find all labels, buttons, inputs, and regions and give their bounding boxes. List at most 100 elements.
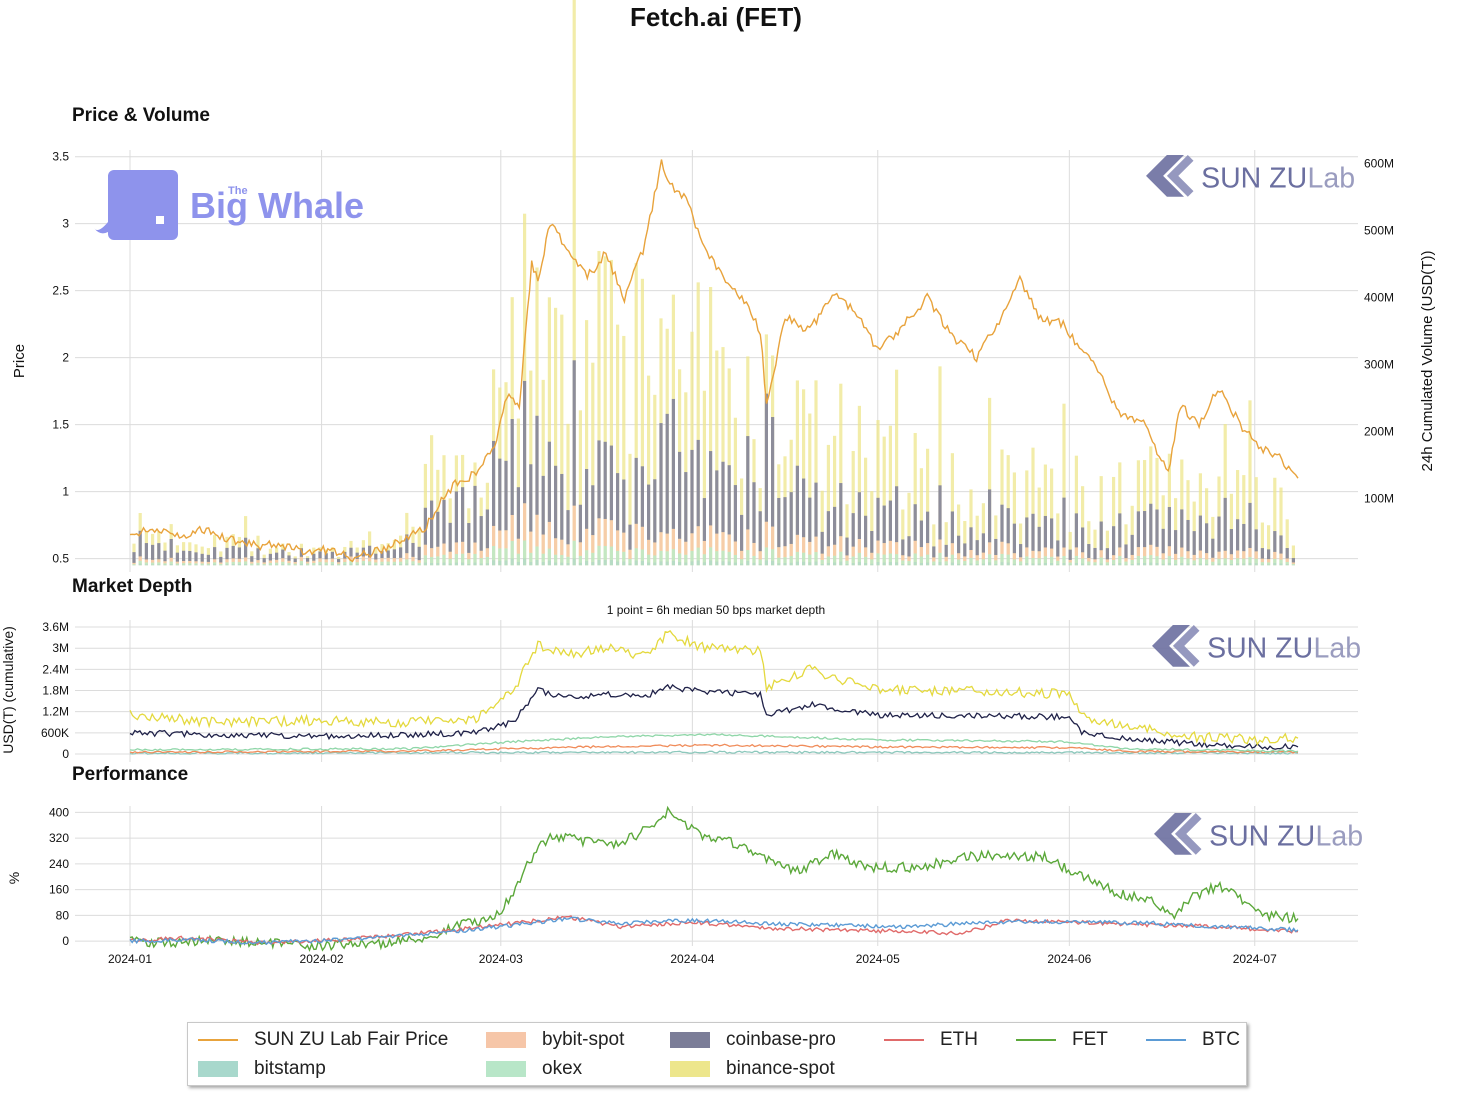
- volume-bar-binance: [616, 324, 620, 566]
- volume-bar-bybit-spot: [752, 542, 756, 556]
- volume-bar-okex: [1068, 562, 1072, 565]
- whale-tail: [94, 222, 108, 234]
- volume-bar-bybit-spot: [250, 561, 254, 564]
- volume-bar-bybit-spot: [1279, 553, 1283, 560]
- volume-bar-okex: [268, 562, 272, 565]
- volume-bar-bybit-spot: [1167, 546, 1171, 557]
- sunzu-mark-left: [1154, 813, 1192, 855]
- volume-bar-bitstamp: [764, 560, 768, 566]
- volume-bar-okex: [492, 546, 496, 561]
- volume-bar-bitstamp: [293, 564, 297, 566]
- volume-bar-coinbase-pro: [349, 547, 353, 557]
- volume-bar-okex: [467, 559, 471, 564]
- market-depth-panel: Market Depth 1 point = 6h median 50 bps m…: [0, 576, 1361, 762]
- y-tick-label: 80: [56, 908, 70, 922]
- volume-bar-coinbase-pro: [200, 553, 204, 562]
- volume-bar-bybit-spot: [616, 530, 620, 551]
- volume-bar-okex: [789, 556, 793, 563]
- sunzu-mark-left: [1152, 625, 1190, 667]
- volume-bar-okex: [312, 563, 316, 565]
- volume-bar-bitstamp: [1254, 563, 1258, 566]
- volume-bar-coinbase-pro: [504, 460, 508, 531]
- volume-bar-bitstamp: [355, 564, 359, 566]
- volume-bar-binance: [634, 262, 638, 566]
- volume-bar-bybit-spot: [1012, 553, 1016, 560]
- volume-bar-bybit-spot: [690, 533, 694, 551]
- volume-bar-bybit-spot: [572, 505, 576, 541]
- volume-bar-coinbase-pro: [1031, 513, 1035, 551]
- volume-bar-coinbase-pro: [436, 511, 440, 547]
- volume-bar-binance: [851, 450, 855, 566]
- volume-bar-okex: [516, 553, 520, 562]
- volume-bar-bybit-spot: [1130, 554, 1134, 560]
- volume-bar-coinbase-pro: [467, 523, 471, 553]
- price-volume-panel: Price & Volume Price 24h Cumulated Volume …: [11, 0, 1436, 572]
- bigwhale-wordmark: Big Whale: [190, 185, 364, 226]
- volume-bar-bybit-spot: [225, 559, 229, 563]
- volume-bar-bybit-spot: [547, 521, 551, 549]
- volume-bar-okex: [318, 561, 322, 564]
- volume-bar-binance: [1105, 530, 1109, 566]
- volume-bar-okex: [1198, 558, 1202, 564]
- volume-bar-okex: [163, 563, 167, 565]
- volume-bar-okex: [578, 555, 582, 563]
- volume-bar-coinbase-pro: [789, 492, 793, 544]
- volume-bar-bitstamp: [647, 562, 651, 566]
- legend-item: okex: [486, 1056, 582, 1082]
- volume-bar-coinbase-pro: [1248, 502, 1252, 548]
- volume-bar-coinbase-pro: [659, 423, 663, 533]
- volume-bar-okex: [386, 561, 390, 564]
- volume-bar-bitstamp: [1248, 562, 1252, 566]
- volume-bar-okex: [1031, 558, 1035, 564]
- volume-bar-okex: [938, 552, 942, 562]
- volume-bar-okex: [833, 555, 837, 563]
- volume-bar-bitstamp: [795, 561, 799, 566]
- volume-bar-okex: [665, 551, 669, 562]
- volume-bar-okex: [622, 551, 626, 562]
- volume-bar-bitstamp: [919, 562, 923, 566]
- volume-bar-bitstamp: [188, 564, 192, 566]
- volume-bar-bybit-spot: [200, 561, 204, 564]
- volume-bar-coinbase-pro: [1180, 509, 1184, 548]
- volume-bar-coinbase-pro: [182, 550, 186, 561]
- volume-bar-okex: [764, 547, 768, 561]
- volume-bar-okex: [157, 562, 161, 565]
- volume-bar-binance: [1267, 525, 1271, 566]
- volume-bar-binance: [833, 435, 837, 566]
- volume-bar-okex: [1186, 558, 1190, 564]
- volume-bar-coinbase-pro: [287, 555, 291, 561]
- volume-bar-coinbase-pro: [163, 550, 167, 562]
- y-tick-label: 2.4M: [42, 662, 69, 676]
- volume-bar-bybit-spot: [479, 550, 483, 559]
- y2-tick-label: 100M: [1364, 491, 1394, 505]
- volume-bar-bitstamp: [957, 563, 961, 566]
- volume-bar-coinbase-pro: [690, 449, 694, 534]
- volume-bar-bybit-spot: [919, 547, 923, 557]
- volume-bar-bitstamp: [715, 561, 719, 566]
- volume-bar-bitstamp: [157, 564, 161, 566]
- volume-bar-bitstamp: [907, 564, 911, 566]
- volume-bar-bybit-spot: [306, 561, 310, 564]
- volume-bar-bitstamp: [678, 561, 682, 566]
- volume-bar-coinbase-pro: [554, 465, 558, 539]
- volume-bar-coinbase-pro: [188, 550, 192, 561]
- volume-bar-okex: [820, 559, 824, 564]
- volume-bar-bybit-spot: [659, 532, 663, 551]
- volume-bar-coinbase-pro: [448, 522, 452, 552]
- volume-bar-bybit-spot: [1136, 547, 1140, 557]
- volume-bar-bybit-spot: [944, 556, 948, 562]
- volume-bar-bybit-spot: [715, 533, 719, 552]
- volume-bar-okex: [994, 560, 998, 564]
- volume-bar-coinbase-pro: [1174, 530, 1178, 554]
- volume-bar-coinbase-pro: [864, 515, 868, 548]
- legend-item: coinbase-pro: [670, 1027, 836, 1053]
- volume-bar-coinbase-pro: [1081, 527, 1085, 553]
- volume-bar-coinbase-pro: [870, 530, 874, 553]
- volume-bar-binance: [845, 504, 849, 566]
- volume-bar-bitstamp: [721, 561, 725, 566]
- volume-bar-bitstamp: [1229, 563, 1233, 566]
- volume-bar-binance: [1081, 486, 1085, 566]
- y-tick-label: 600K: [41, 726, 69, 740]
- volume-bar-binance: [702, 390, 706, 566]
- volume-bar-coinbase-pro: [318, 551, 322, 559]
